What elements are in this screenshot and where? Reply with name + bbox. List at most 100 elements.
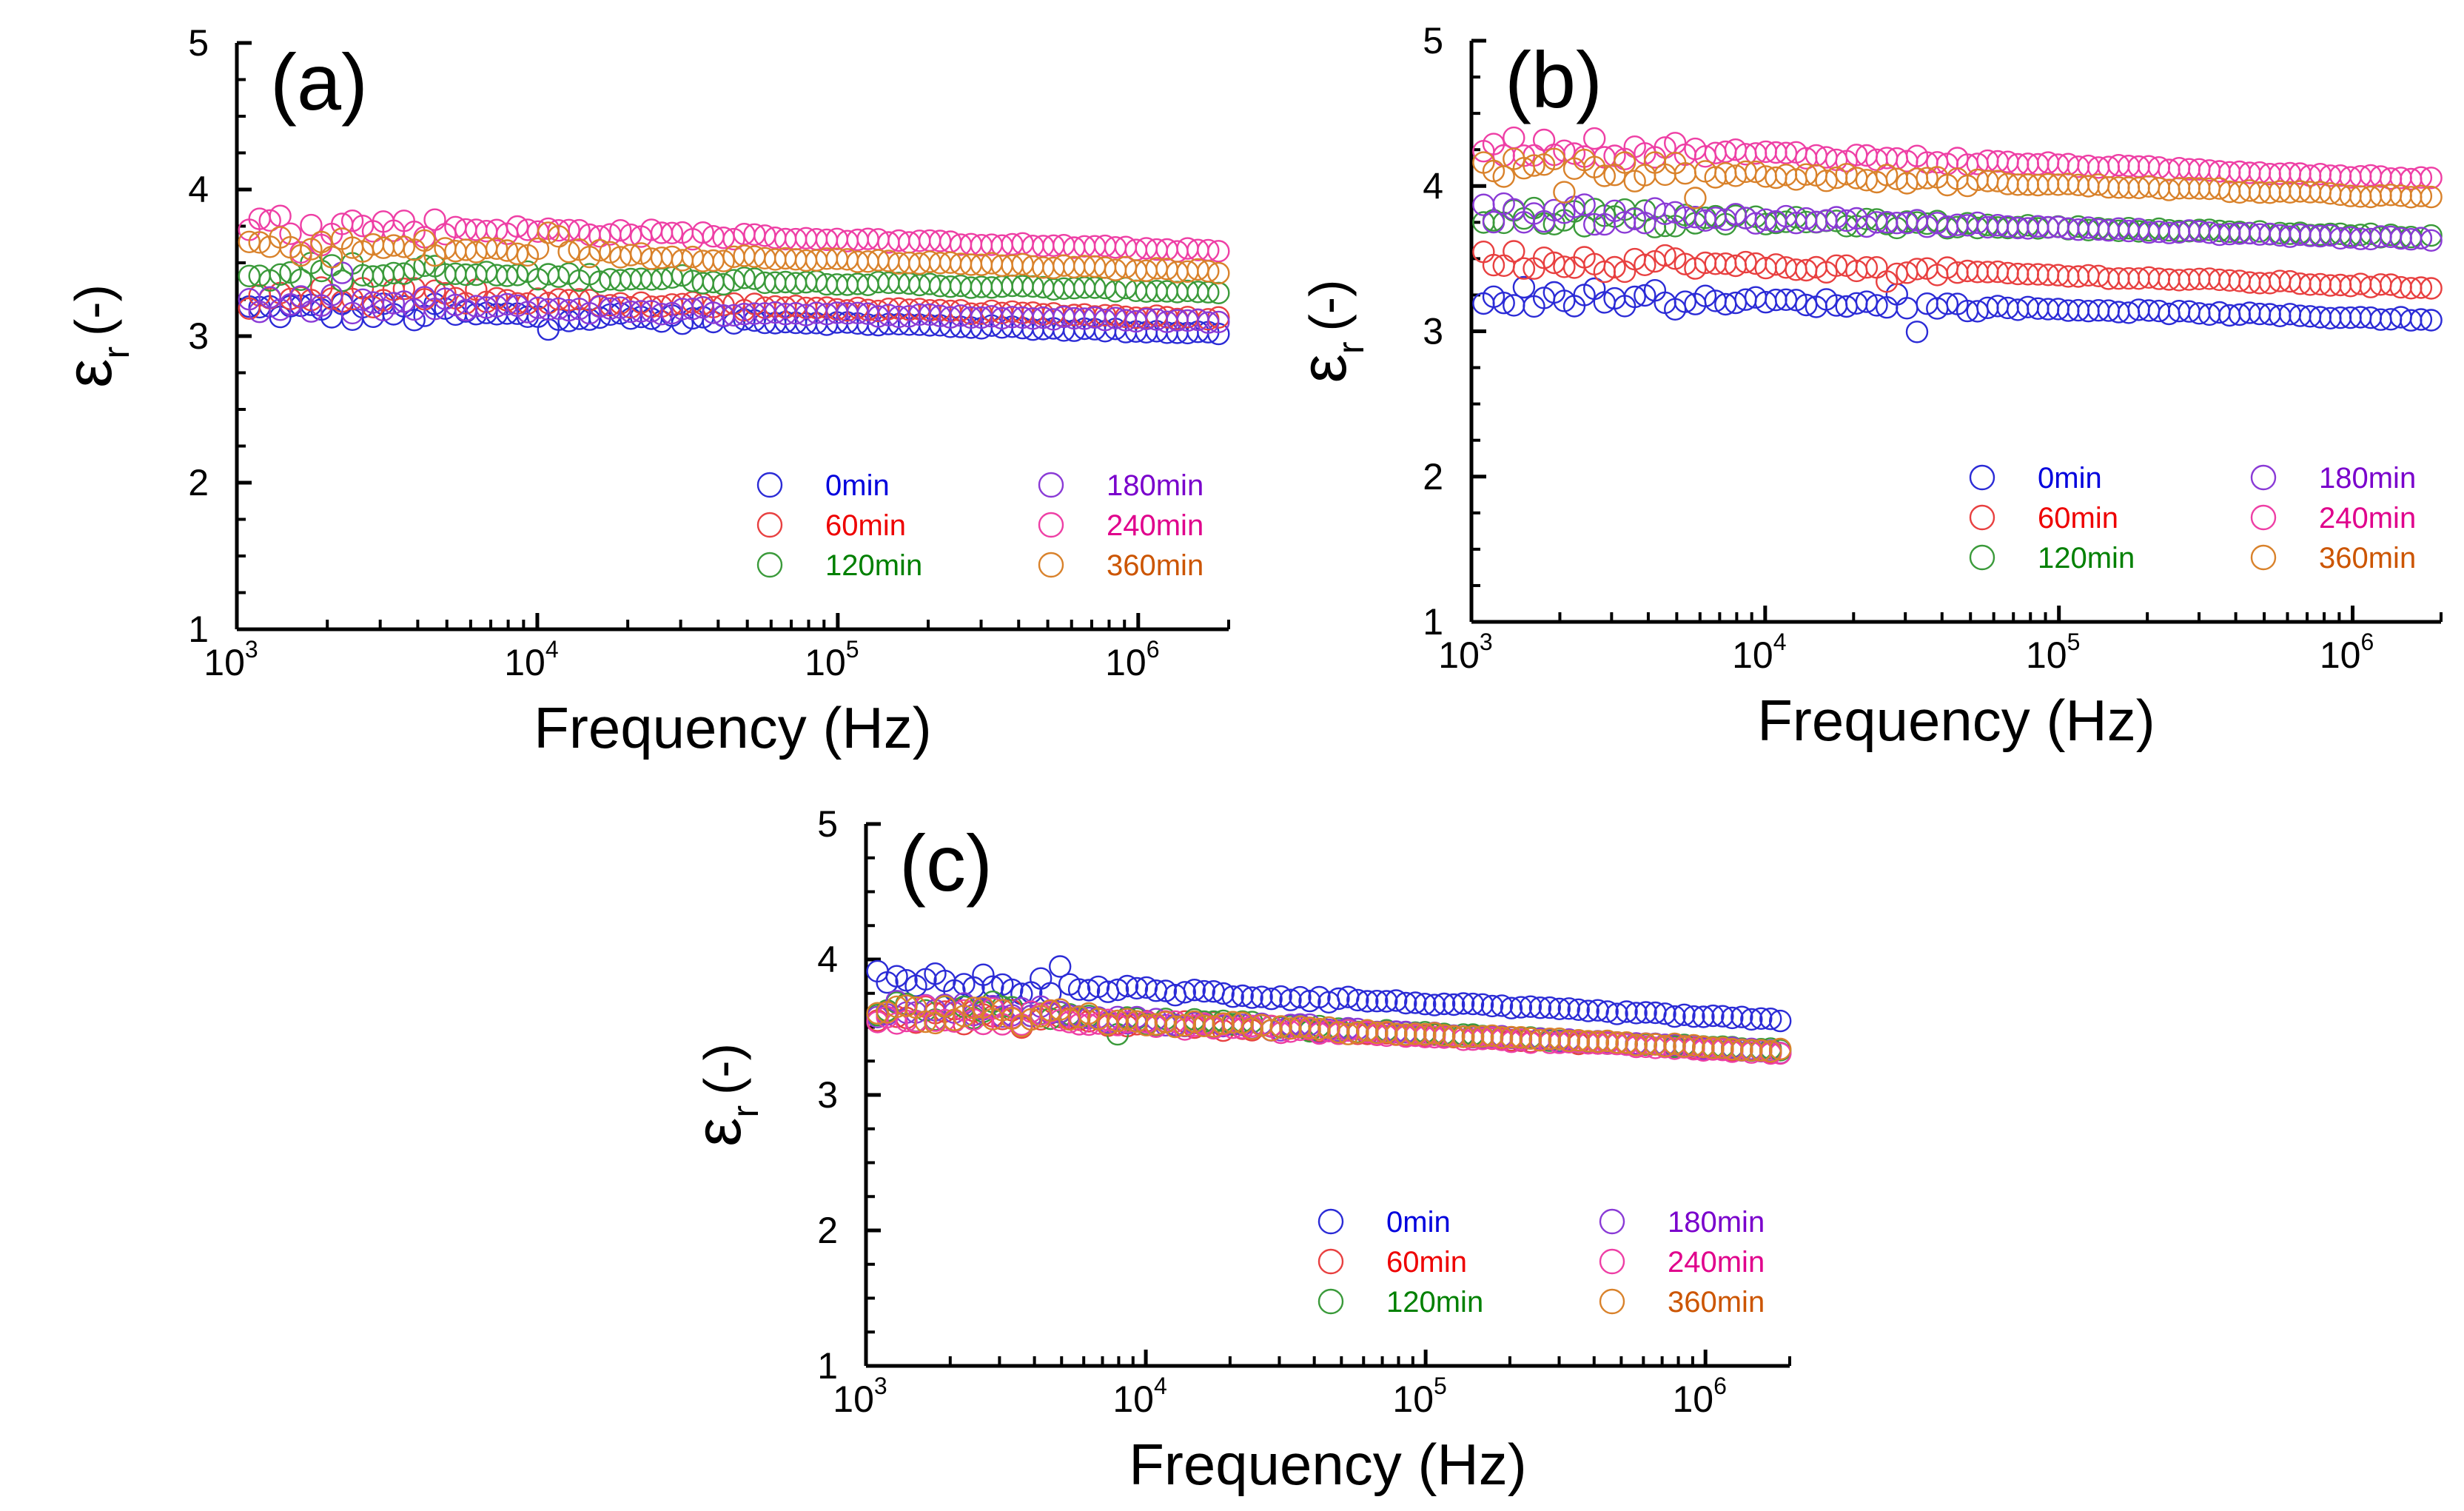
data-point	[1730, 1039, 1753, 1062]
data-point	[1207, 281, 1230, 304]
panel-label: (b)	[1505, 35, 1602, 124]
y-tick-label: 2	[188, 462, 209, 503]
data-point	[1835, 209, 1858, 232]
data-point	[1241, 986, 1263, 1009]
legend-marker	[2250, 464, 2277, 491]
data-point	[1593, 164, 1617, 187]
data-point	[1634, 1032, 1657, 1056]
legend-label: 120min	[1386, 1286, 1483, 1319]
data-point	[1490, 1026, 1514, 1049]
data-point	[1567, 998, 1590, 1022]
data-point	[1532, 247, 1556, 269]
data-point	[1750, 1007, 1773, 1031]
data-point	[403, 309, 426, 332]
legend-label: 240min	[1668, 1246, 1765, 1279]
data-point	[914, 1010, 937, 1033]
data-point	[392, 235, 415, 258]
data-point	[1269, 1015, 1292, 1038]
data-point	[1625, 1033, 1648, 1056]
legend-label: 360min	[1107, 549, 1204, 582]
data-point	[1896, 297, 1919, 320]
data-point	[924, 1011, 947, 1035]
data-point	[1490, 994, 1514, 1017]
data-point	[1744, 160, 1768, 184]
data-point	[1289, 1015, 1312, 1039]
data-point	[1048, 955, 1072, 978]
data-point	[1241, 1017, 1263, 1040]
data-point	[1197, 311, 1220, 334]
data-point	[1702, 1004, 1725, 1028]
data-point	[1260, 987, 1283, 1011]
data-point	[1634, 1001, 1657, 1024]
legend-marker	[1317, 1248, 1344, 1275]
data-point	[258, 209, 281, 232]
data-point	[1509, 1025, 1533, 1049]
data-point	[1207, 310, 1230, 334]
data-point	[1768, 1009, 1792, 1033]
data-point	[1644, 1033, 1667, 1056]
data-point	[1442, 1025, 1466, 1048]
data-point	[1623, 207, 1646, 230]
y-tick-label: 3	[817, 1074, 838, 1116]
data-point	[1183, 978, 1206, 1002]
legend-label: 360min	[1668, 1286, 1765, 1319]
data-point	[279, 222, 302, 245]
data-point	[1346, 1021, 1369, 1045]
panel-label: (a)	[270, 37, 368, 127]
data-point	[1519, 995, 1542, 1018]
data-point	[712, 249, 735, 272]
legend-label: 0min	[2038, 462, 2102, 495]
data-point	[1623, 285, 1646, 309]
data-point	[1553, 181, 1576, 204]
data-point	[1512, 257, 1536, 280]
y-tick-label: 5	[188, 22, 209, 64]
legend-label: 180min	[1107, 469, 1204, 502]
data-point	[1197, 260, 1220, 283]
data-point	[269, 263, 292, 286]
data-point	[1759, 1039, 1782, 1063]
data-point	[1682, 1033, 1705, 1057]
legend-label: 180min	[2319, 462, 2416, 495]
x-tick-label: 103	[1438, 629, 1492, 676]
data-point	[1674, 290, 1697, 313]
x-tick-label: 103	[833, 1373, 887, 1420]
data-point	[392, 262, 415, 285]
data-point	[1279, 1017, 1302, 1040]
data-point	[1905, 321, 1929, 344]
y-axis-title-text: εr(-)	[1286, 280, 1372, 383]
data-point	[289, 268, 312, 291]
x-tick-label: 105	[805, 636, 859, 683]
x-tick-label: 105	[1392, 1373, 1446, 1420]
panel-label: (c)	[899, 818, 993, 908]
data-point	[1356, 1019, 1379, 1042]
x-axis-title: Frequency (Hz)	[1757, 688, 2155, 753]
data-point	[1663, 1005, 1686, 1028]
data-point	[1471, 993, 1494, 1016]
data-point	[413, 229, 436, 252]
legend-label: 60min	[2038, 502, 2118, 535]
data-point	[1461, 992, 1485, 1016]
data-point	[1528, 996, 1552, 1019]
data-point	[1673, 1035, 1696, 1058]
y-tick-label: 4	[188, 169, 209, 210]
data-point	[485, 237, 508, 260]
data-point	[1115, 974, 1139, 998]
data-point	[1384, 1022, 1408, 1046]
data-point	[1471, 1025, 1494, 1048]
data-point	[1553, 255, 1576, 278]
data-point	[1577, 999, 1599, 1022]
data-point	[1231, 984, 1254, 1008]
data-point	[1634, 253, 1656, 276]
legend-marker	[1317, 1288, 1344, 1315]
data-point	[1768, 1042, 1792, 1065]
data-point	[1192, 979, 1216, 1003]
legend-label: 240min	[1107, 509, 1204, 542]
data-point	[1605, 1031, 1628, 1054]
legend-label: 360min	[2319, 542, 2416, 574]
data-point	[1528, 1028, 1552, 1052]
data-point	[1451, 1025, 1475, 1048]
data-point	[2409, 276, 2433, 299]
data-point	[1289, 985, 1312, 1009]
data-point	[1785, 289, 1807, 312]
data-point	[1577, 1030, 1599, 1053]
